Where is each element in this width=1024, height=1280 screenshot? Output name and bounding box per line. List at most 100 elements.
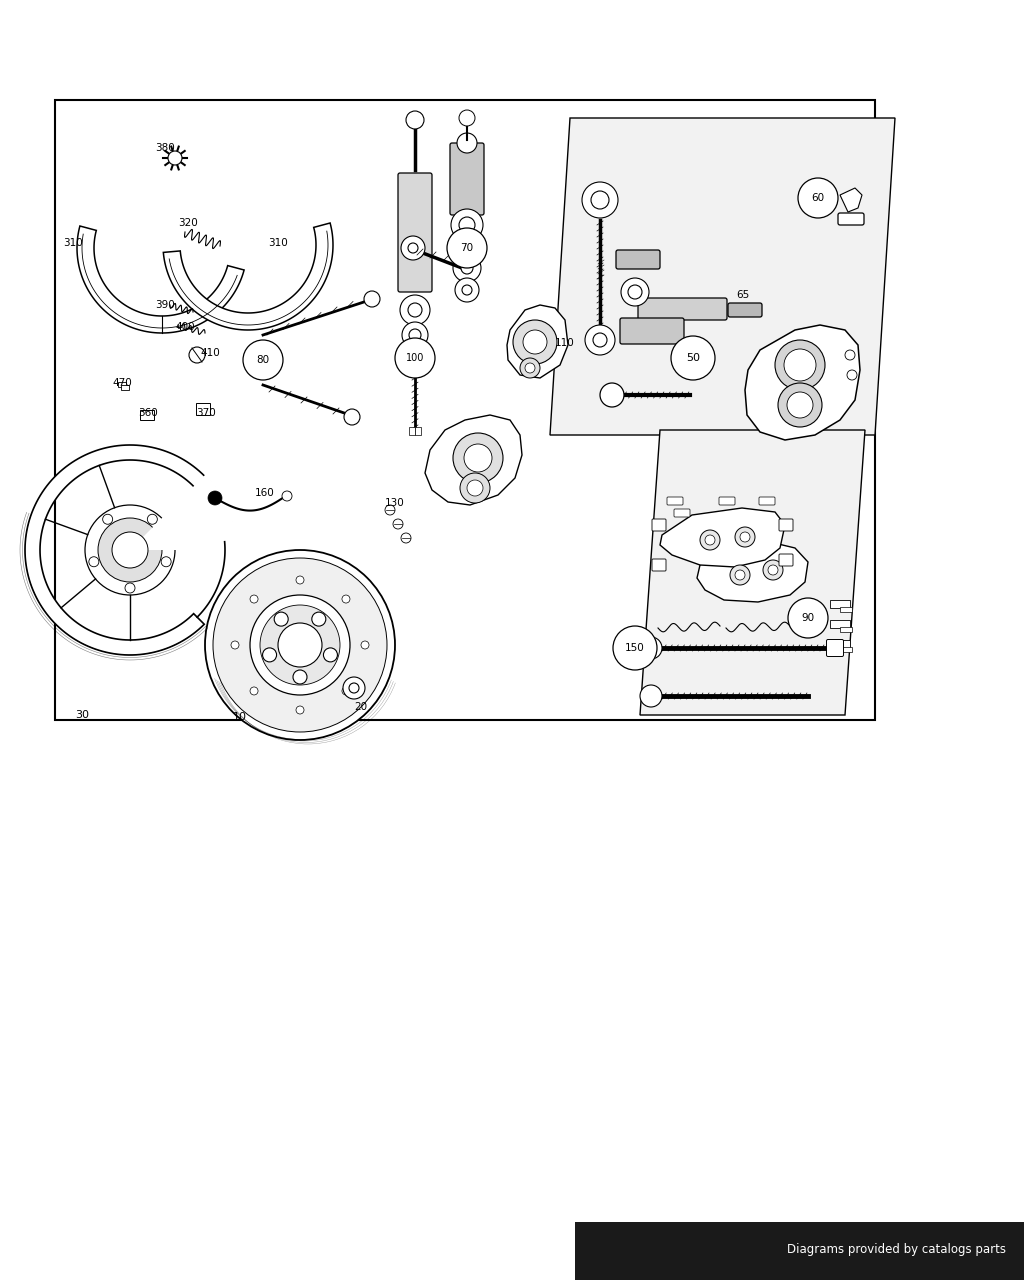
Polygon shape <box>77 227 244 333</box>
FancyBboxPatch shape <box>779 518 793 531</box>
Text: 400: 400 <box>175 323 195 332</box>
Circle shape <box>845 349 855 360</box>
Circle shape <box>250 687 258 695</box>
FancyBboxPatch shape <box>667 497 683 506</box>
Circle shape <box>393 518 403 529</box>
Text: 10: 10 <box>233 712 247 722</box>
Circle shape <box>147 515 158 525</box>
Text: 70: 70 <box>461 243 473 253</box>
Polygon shape <box>840 188 862 212</box>
Circle shape <box>735 527 755 547</box>
Circle shape <box>455 278 479 302</box>
Circle shape <box>213 558 387 732</box>
Circle shape <box>98 518 162 582</box>
FancyBboxPatch shape <box>620 317 684 344</box>
Circle shape <box>168 151 182 165</box>
Circle shape <box>459 110 475 125</box>
Circle shape <box>464 444 492 472</box>
Bar <box>196 403 210 415</box>
Circle shape <box>700 530 720 550</box>
Circle shape <box>775 340 825 390</box>
FancyBboxPatch shape <box>728 303 762 317</box>
Circle shape <box>593 333 607 347</box>
FancyBboxPatch shape <box>616 250 660 269</box>
Polygon shape <box>640 430 865 716</box>
Circle shape <box>102 515 113 525</box>
Bar <box>409 428 415 435</box>
Circle shape <box>787 392 813 419</box>
FancyBboxPatch shape <box>838 212 864 225</box>
Circle shape <box>361 641 369 649</box>
Circle shape <box>400 294 430 325</box>
Polygon shape <box>660 508 785 567</box>
Text: 380: 380 <box>155 143 175 154</box>
Circle shape <box>730 564 750 585</box>
Circle shape <box>385 506 395 515</box>
Text: 310: 310 <box>63 238 83 248</box>
Circle shape <box>189 347 205 364</box>
Circle shape <box>250 595 258 603</box>
Circle shape <box>243 340 283 380</box>
Circle shape <box>523 330 547 355</box>
Circle shape <box>457 133 477 154</box>
Circle shape <box>600 383 624 407</box>
Circle shape <box>585 325 615 355</box>
Circle shape <box>525 364 535 372</box>
FancyBboxPatch shape <box>674 509 690 517</box>
Polygon shape <box>25 445 234 655</box>
Circle shape <box>401 532 411 543</box>
Text: 320: 320 <box>178 218 198 228</box>
Wedge shape <box>130 475 237 550</box>
Circle shape <box>768 564 778 575</box>
Circle shape <box>395 338 435 378</box>
Circle shape <box>161 557 171 567</box>
Circle shape <box>763 561 783 580</box>
Circle shape <box>343 677 365 699</box>
FancyBboxPatch shape <box>450 143 484 215</box>
Circle shape <box>460 474 490 503</box>
Text: 370: 370 <box>196 408 216 419</box>
Bar <box>830 640 850 648</box>
Circle shape <box>451 209 483 241</box>
Circle shape <box>344 410 360 425</box>
Circle shape <box>847 370 857 380</box>
Circle shape <box>784 349 816 381</box>
Text: 65: 65 <box>736 291 750 300</box>
FancyBboxPatch shape <box>779 554 793 566</box>
Bar <box>575 1222 1024 1280</box>
Circle shape <box>628 285 642 300</box>
Circle shape <box>205 550 395 740</box>
Bar <box>830 620 850 628</box>
Text: 20: 20 <box>354 701 368 712</box>
Circle shape <box>462 285 472 294</box>
Bar <box>840 627 852 632</box>
Polygon shape <box>425 415 522 506</box>
Circle shape <box>788 598 828 637</box>
Bar <box>140 410 154 420</box>
Circle shape <box>613 626 657 669</box>
Text: 50: 50 <box>686 353 700 364</box>
Circle shape <box>467 480 483 495</box>
Circle shape <box>401 236 425 260</box>
Text: 60: 60 <box>811 193 824 204</box>
Circle shape <box>349 684 359 692</box>
Polygon shape <box>745 325 860 440</box>
Text: 30: 30 <box>75 710 89 719</box>
FancyBboxPatch shape <box>826 640 844 657</box>
Circle shape <box>591 191 609 209</box>
Circle shape <box>296 576 304 584</box>
Circle shape <box>85 506 175 595</box>
Text: 130: 130 <box>385 498 404 508</box>
Circle shape <box>513 320 557 364</box>
Bar <box>840 607 852 612</box>
Circle shape <box>459 218 475 233</box>
FancyBboxPatch shape <box>759 497 775 506</box>
Circle shape <box>520 358 540 378</box>
Circle shape <box>312 612 326 626</box>
Text: 150: 150 <box>625 643 645 653</box>
Circle shape <box>125 582 135 593</box>
Circle shape <box>409 329 421 340</box>
Text: 90: 90 <box>802 613 814 623</box>
Circle shape <box>640 685 662 707</box>
Circle shape <box>231 641 239 649</box>
